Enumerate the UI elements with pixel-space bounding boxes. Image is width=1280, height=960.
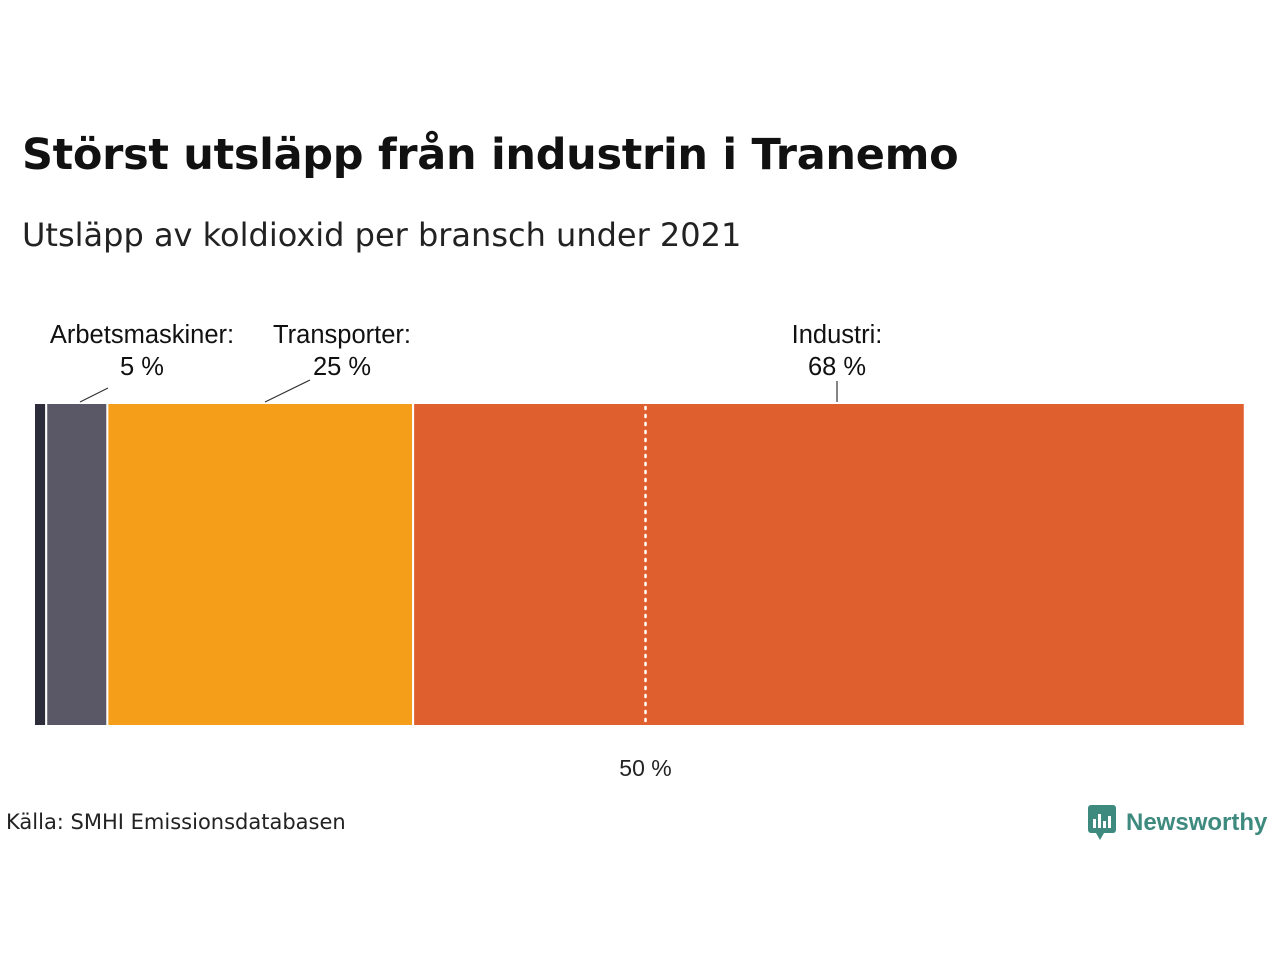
- bar-segment-other: [33, 402, 48, 727]
- segment-value-industri: 68 %: [808, 353, 866, 381]
- segment-value-transporter: 25 %: [313, 353, 371, 381]
- segment-label-arbetsmaskiner: Arbetsmaskiner:: [50, 321, 234, 349]
- logo-text: Newsworthy: [1126, 809, 1268, 836]
- newsworthy-logo: Newsworthy: [1088, 803, 1267, 843]
- source-note: Källa: SMHI Emissionsdatabasen: [6, 810, 346, 834]
- segment-label-transporter: Transporter:: [273, 321, 411, 349]
- bar-segment-industri: [412, 402, 1246, 727]
- leader-line-transporter: [264, 379, 311, 403]
- bar-segment-transporter: [106, 402, 415, 727]
- reference-line-label: 50 %: [619, 755, 671, 781]
- newsworthy-chart-bubble-icon: [1088, 805, 1116, 840]
- leader-line-arbetsmaskiner: [79, 387, 109, 403]
- chart-subtitle: Utsläpp av koldioxid per bransch under 2…: [22, 216, 742, 254]
- chart-title: Störst utsläpp från industrin i Tranemo: [22, 130, 959, 180]
- segment-value-arbetsmaskiner: 5 %: [120, 353, 164, 381]
- segment-label-industri: Industri:: [792, 321, 883, 349]
- bar-segment-arbetsmaskiner: [45, 402, 109, 727]
